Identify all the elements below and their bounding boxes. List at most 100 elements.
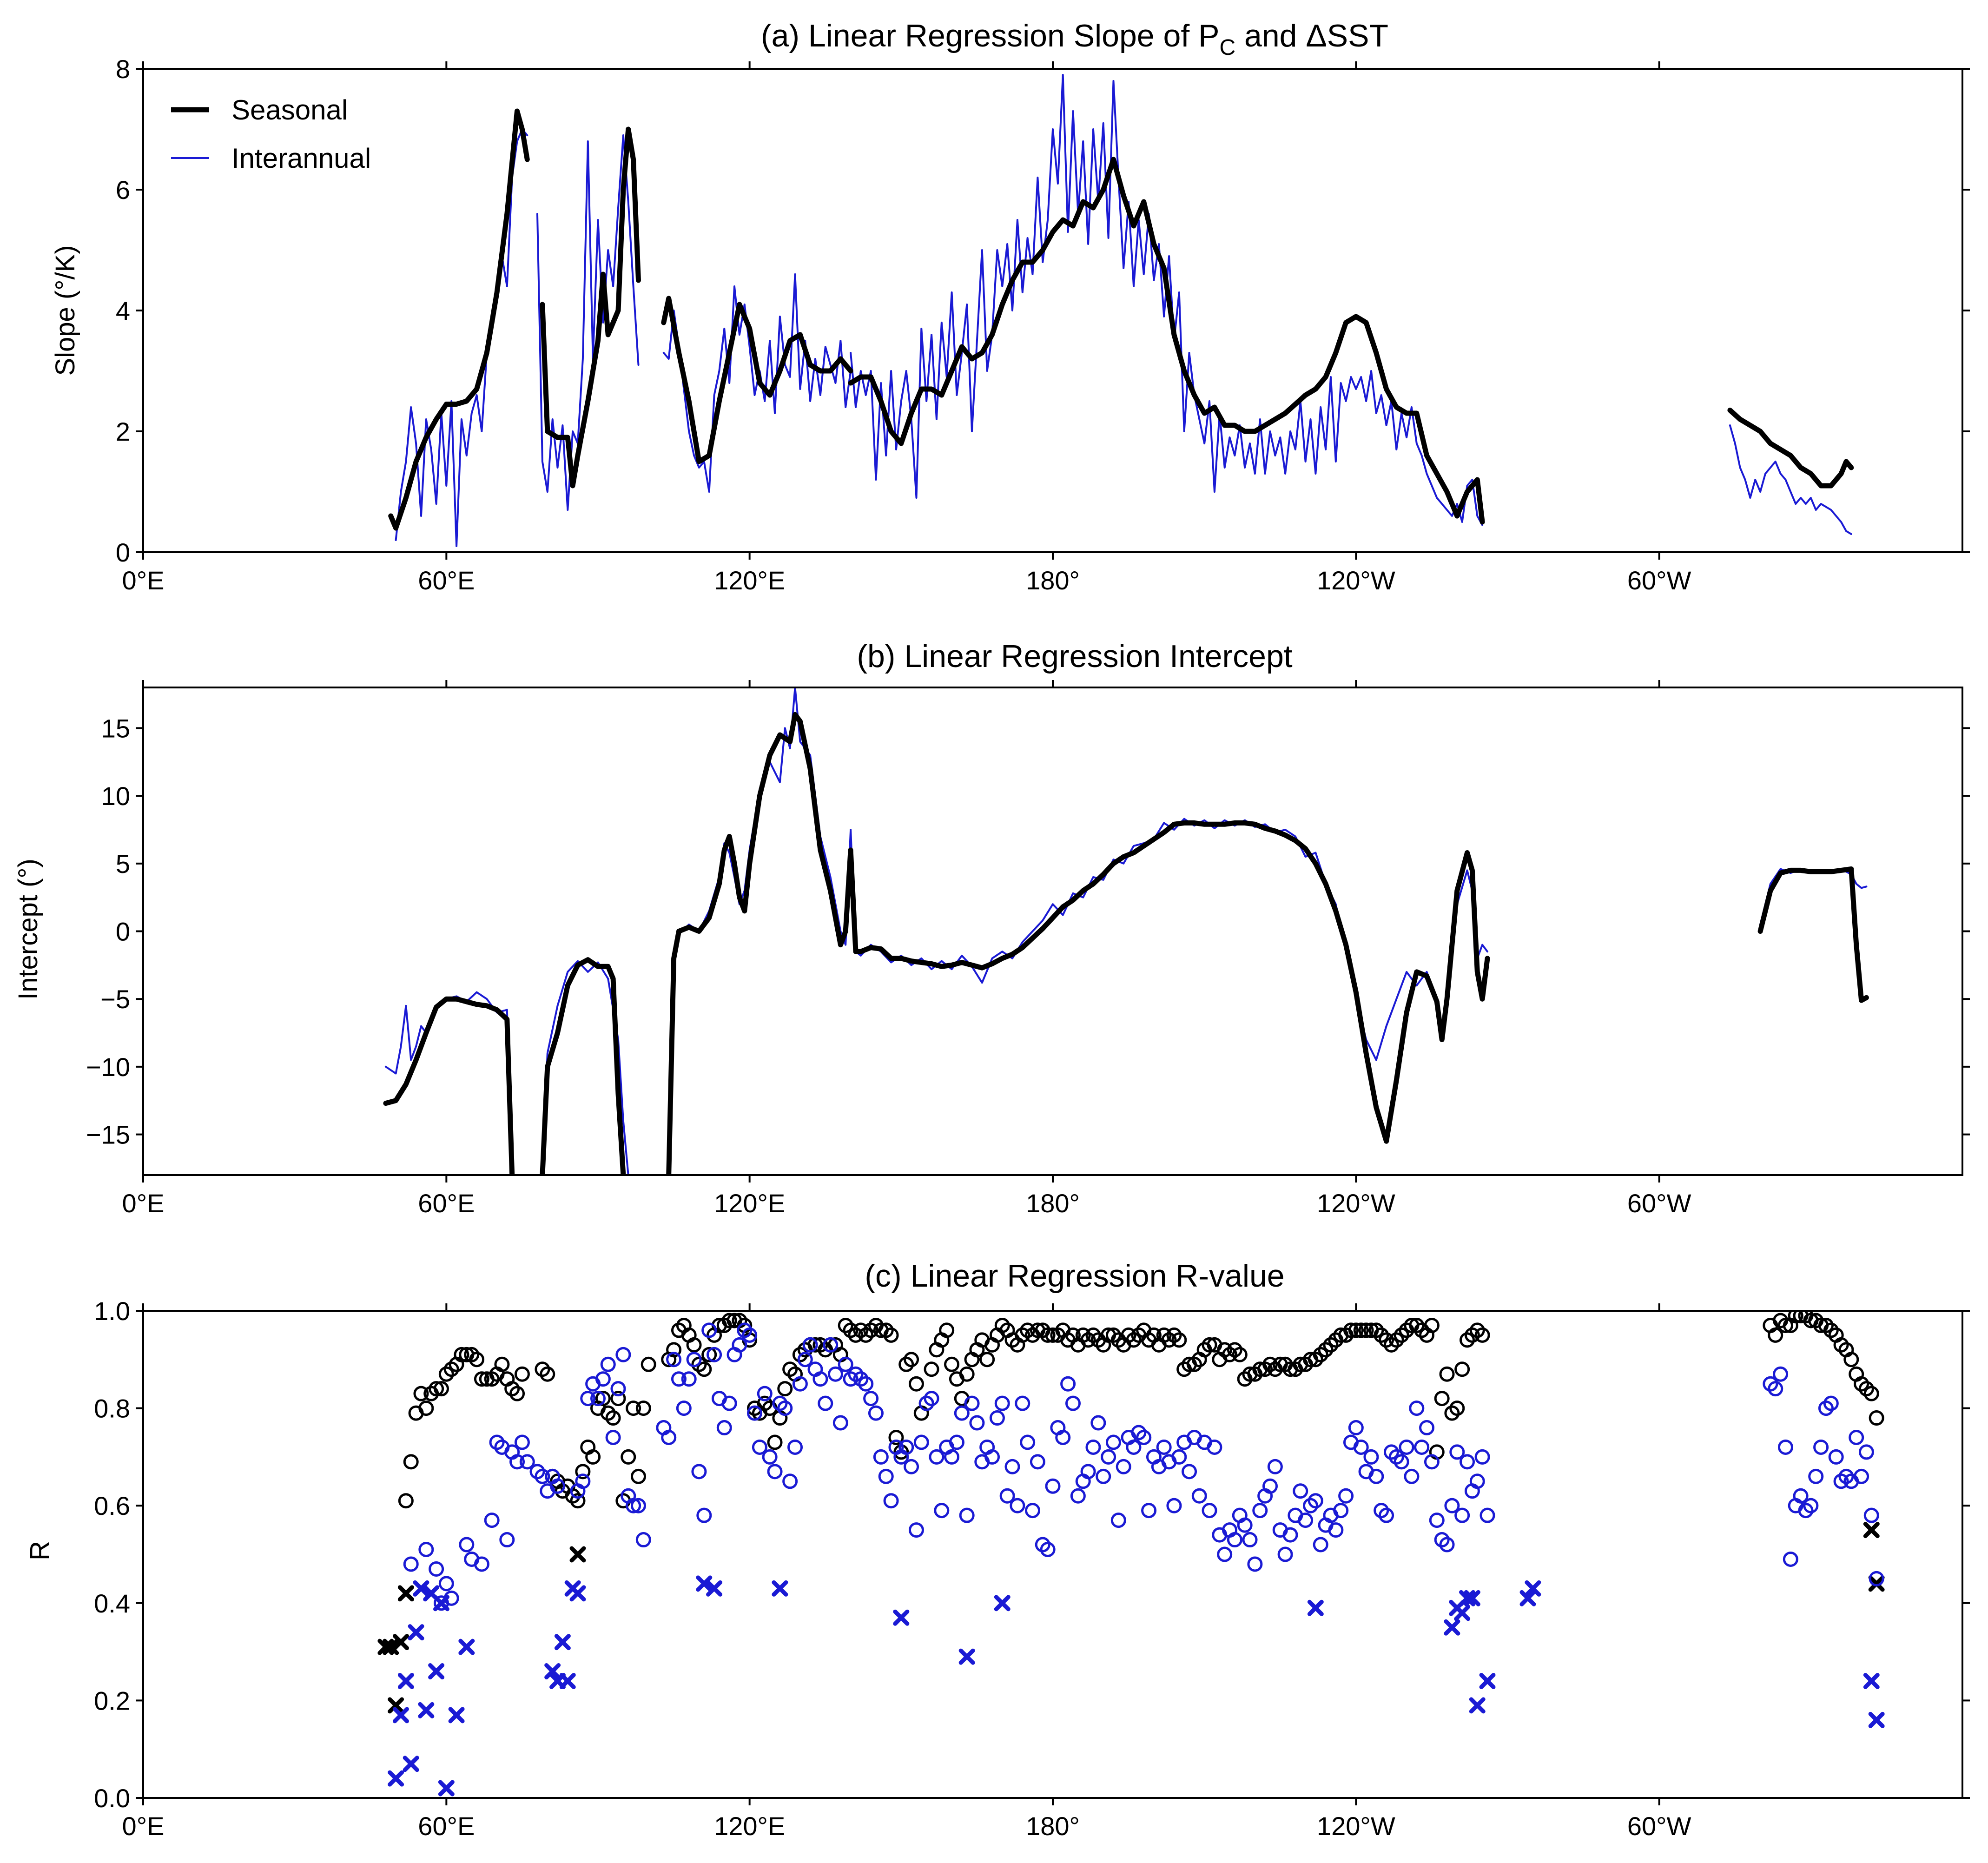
panel-c-seasonal-point [585, 1449, 601, 1465]
panel-c-interannual-point [1444, 1498, 1460, 1513]
panel-c-seasonal-point [1085, 1327, 1101, 1343]
panel-c-interannual-point [716, 1420, 732, 1436]
panel-c-seasonal-point [469, 1352, 485, 1368]
panel-c-seasonal-point [438, 1366, 454, 1382]
panel-c-seasonal-point [1424, 1317, 1440, 1333]
panel-c-interannual-point [883, 1493, 899, 1509]
panel-c-interannual-point [691, 1464, 707, 1480]
panel-c-interannual-point [1298, 1513, 1314, 1528]
panel-c-xtick-label: 60°W [1627, 1811, 1691, 1841]
panel-c-interannual-point [403, 1556, 419, 1572]
panel-c-interannual-point [1060, 1376, 1076, 1392]
panel-c-seasonal-point [1469, 1322, 1485, 1338]
panel-c-interannual-point [1409, 1401, 1425, 1416]
panel-c-seasonal-point [994, 1317, 1010, 1333]
panel-c-seasonal-point [1454, 1361, 1470, 1377]
panel-b-xtick-label: 0°E [122, 1189, 165, 1218]
panel-c-seasonal-point [1348, 1322, 1364, 1338]
panel-c-interannual-point [590, 1391, 606, 1407]
panel-c-interannual-point [595, 1371, 611, 1387]
panel-c-seasonal-point [595, 1391, 611, 1407]
panel-c-seasonal-point [701, 1347, 717, 1362]
panel-c-interannual-cross-point [569, 1585, 586, 1602]
panel-c-rvalue: (c) Linear Regression R-value R 0°E 60°E 1… [25, 1258, 1970, 1841]
panel-c-seasonal-point [1863, 1386, 1879, 1401]
panel-c-interannual-cross-point [1479, 1672, 1496, 1689]
panel-c-seasonal-point [1353, 1322, 1369, 1338]
panel-c-seasonal-point [626, 1401, 641, 1416]
panel-c-interannual-point [1828, 1449, 1844, 1465]
panel-b-plot-area [383, 687, 1869, 1175]
panel-c-interannual-point [1085, 1439, 1101, 1455]
panel-c-interannual-point [1394, 1454, 1409, 1470]
panel-a-seasonal-line [1727, 408, 1854, 489]
panel-c-interannual-point [1166, 1498, 1182, 1513]
panel-c-interannual-point [737, 1322, 753, 1338]
panel-c-interannual-point [1404, 1468, 1420, 1484]
panel-a-xtick-label: 60°W [1627, 566, 1691, 595]
panel-c-seasonal-point [1869, 1410, 1884, 1426]
panel-c-interannual-point [1424, 1454, 1440, 1470]
panel-c-interannual-point [843, 1371, 859, 1387]
panel-c-interannual-point [1363, 1449, 1379, 1465]
panel-c-seasonal-point [939, 1322, 955, 1338]
panel-c-interannual-point [1171, 1449, 1187, 1465]
panel-c-interannual-point [1434, 1532, 1450, 1548]
panel-c-seasonal-point [691, 1356, 707, 1372]
panel-c-seasonal-point [1823, 1322, 1839, 1338]
panel-c-interannual-point [1353, 1439, 1369, 1455]
panel-c-seasonal-point [1394, 1327, 1409, 1343]
panel-c-seasonal-point [924, 1361, 939, 1377]
panel-c-interannual-point [812, 1371, 828, 1387]
panel-c-interannual-point [1414, 1439, 1430, 1455]
panel-c-seasonal-point [429, 1381, 444, 1397]
panel-c-seasonal-point [1217, 1342, 1233, 1358]
panel-c-interannual-point [858, 1376, 874, 1392]
panel-c-interannual-cross-point [418, 1702, 435, 1718]
legend-seasonal-label: Seasonal [231, 94, 348, 126]
panel-c-xtick-label: 60°E [418, 1811, 475, 1841]
panel-c-seasonal-cross-point [569, 1546, 586, 1563]
panel-c-interannual-point [924, 1391, 939, 1407]
panel-c-interannual-cross-point [1868, 1711, 1885, 1728]
panel-b-xtick-label: 180° [1026, 1189, 1080, 1218]
panel-c-seasonal-point [1166, 1327, 1182, 1343]
panel-c-interannual-point [1025, 1503, 1041, 1519]
panel-c-seasonal-point [1854, 1376, 1869, 1392]
legend-interannual-label: Interannual [231, 143, 371, 174]
panel-c-seasonal-cross-point [383, 1638, 399, 1655]
panel-c-seasonal-point [777, 1381, 793, 1397]
panel-c-interannual-point [1207, 1439, 1222, 1455]
panel-a-seasonal-line [540, 126, 641, 489]
panel-c-xtick-label: 180° [1026, 1811, 1080, 1841]
panel-c-interannual-point [1808, 1468, 1824, 1484]
panel-c-seasonal-point [1121, 1327, 1136, 1343]
panel-c-seasonal-point [812, 1337, 828, 1353]
panel-c-interannual-cross-point [448, 1707, 465, 1724]
panel-c-interannual-point [1242, 1532, 1258, 1548]
panel-c-interannual-point [550, 1478, 566, 1494]
panel-c-seasonal-point [443, 1361, 459, 1377]
panel-c-seasonal-point [565, 1488, 581, 1504]
panel-c-seasonal-point [883, 1327, 899, 1343]
panel-c-seasonal-cross-point [1868, 1575, 1885, 1592]
panel-c-interannual-point [802, 1337, 818, 1353]
panel-c-interannual-point [818, 1395, 833, 1411]
panel-c-seasonal-point [848, 1327, 864, 1343]
panel-c-seasonal-point [853, 1322, 869, 1338]
panel-b-xtick-label: 120°W [1317, 1189, 1395, 1218]
panel-b-ytick-label: 10 [101, 781, 130, 811]
panel-c-interannual-point [904, 1459, 919, 1474]
panel-c-interannual-point [1388, 1449, 1404, 1465]
panel-c-interannual-point [1070, 1488, 1086, 1504]
panel-c-interannual-point [610, 1381, 626, 1397]
panel-c-interannual-cross-point [1863, 1672, 1880, 1689]
panel-c-seasonal-point [464, 1347, 480, 1362]
panel-c-interannual-point [676, 1401, 692, 1416]
panel-c-plot-area [377, 1311, 1885, 1797]
panel-b-intercept: (b) Linear Regression Intercept Intercep… [13, 639, 1970, 1218]
panel-c-interannual-point [1793, 1488, 1809, 1504]
panel-c-seasonal-point [1368, 1322, 1384, 1338]
panel-c-interannual-cross-point [397, 1672, 414, 1689]
panel-c-interannual-point [969, 1415, 985, 1431]
